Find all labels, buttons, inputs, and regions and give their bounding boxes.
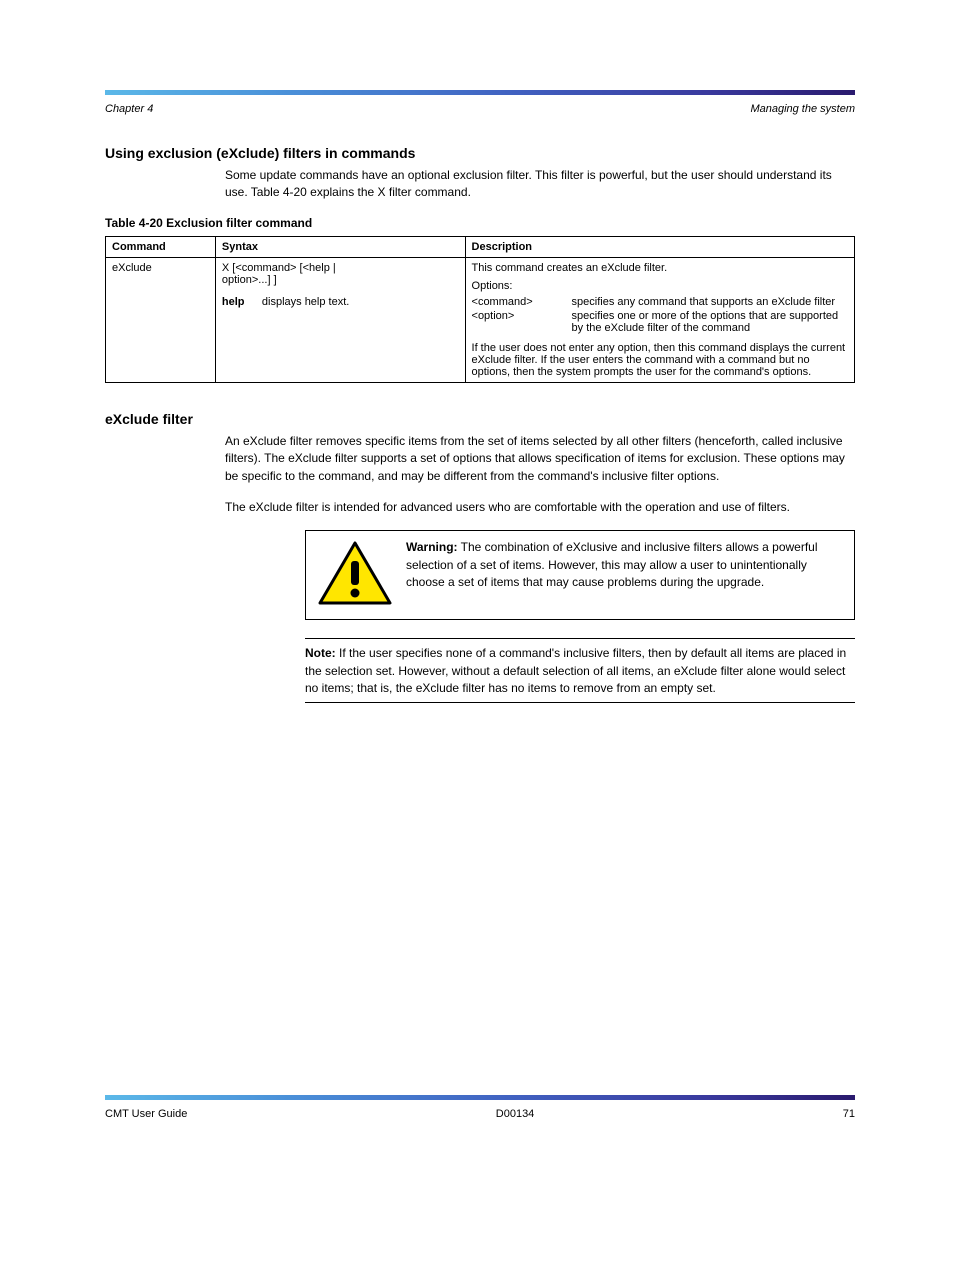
syntax-line1: X [<command> [<help |: [222, 262, 459, 274]
note-block: Note: If the user specifies none of a co…: [305, 645, 855, 697]
warning-label: Warning:: [406, 540, 458, 554]
syntax-help-key: help: [222, 296, 262, 308]
section-heading-exclude: Using exclusion (eXclude) filters in com…: [105, 145, 855, 161]
table-row: eXclude X [<command> [<help | option>...…: [106, 257, 855, 382]
warning-text-block: Warning: The combination of eXclusive an…: [406, 539, 844, 591]
cell-syntax: X [<command> [<help | option>...] ] help…: [215, 257, 465, 382]
section-heading-xfilter: eXclude filter: [105, 411, 855, 427]
header-right: Managing the system: [750, 103, 855, 115]
header-left: Chapter 4: [105, 103, 153, 115]
option-val: specifies any command that supports an e…: [572, 296, 848, 308]
table-header-syntax: Syntax: [215, 236, 465, 257]
page-header: Chapter 4 Managing the system: [105, 103, 855, 115]
footer-right: 71: [843, 1108, 855, 1120]
header-gradient-bar: [105, 90, 855, 95]
footer-center: D00134: [496, 1108, 535, 1120]
footer-gradient-bar: [105, 1095, 855, 1100]
cell-command: eXclude: [106, 257, 216, 382]
syntax-line2: option>...] ]: [222, 274, 459, 286]
intro-paragraph: Some update commands have an optional ex…: [225, 167, 855, 202]
page-footer: CMT User Guide D00134 71: [105, 1108, 855, 1120]
option-row: <command> specifies any command that sup…: [472, 296, 848, 308]
warning-text: The combination of eXclusive and inclusi…: [406, 540, 818, 589]
option-val: specifies one or more of the options tha…: [572, 310, 848, 334]
table-header-description: Description: [465, 236, 854, 257]
note-label: Note:: [305, 646, 336, 660]
desc-options-label: Options:: [472, 280, 848, 292]
note-rule-top: [305, 638, 855, 639]
exclude-filter-table: Command Syntax Description eXclude X [<c…: [105, 236, 855, 383]
option-row: <option> specifies one or more of the op…: [472, 310, 848, 334]
footer-left: CMT User Guide: [105, 1108, 187, 1120]
syntax-spacer: [222, 286, 459, 296]
xfilter-para1: An eXclude filter removes specific items…: [225, 433, 855, 485]
option-key: <command>: [472, 296, 572, 308]
desc-tail: If the user does not enter any option, t…: [472, 342, 848, 378]
syntax-help-hint: displays help text.: [262, 296, 459, 308]
warning-box: Warning: The combination of eXclusive an…: [305, 530, 855, 620]
table-caption: Table 4-20 Exclusion filter command: [105, 216, 855, 230]
warning-icon: [316, 539, 394, 609]
table-header-command: Command: [106, 236, 216, 257]
xfilter-para2: The eXclude filter is intended for advan…: [225, 499, 855, 516]
desc-intro: This command creates an eXclude filter.: [472, 262, 848, 274]
option-key: <option>: [472, 310, 572, 334]
note-rule-bottom: [305, 702, 855, 703]
note-text: If the user specifies none of a command'…: [305, 646, 846, 695]
cell-description: This command creates an eXclude filter. …: [465, 257, 854, 382]
